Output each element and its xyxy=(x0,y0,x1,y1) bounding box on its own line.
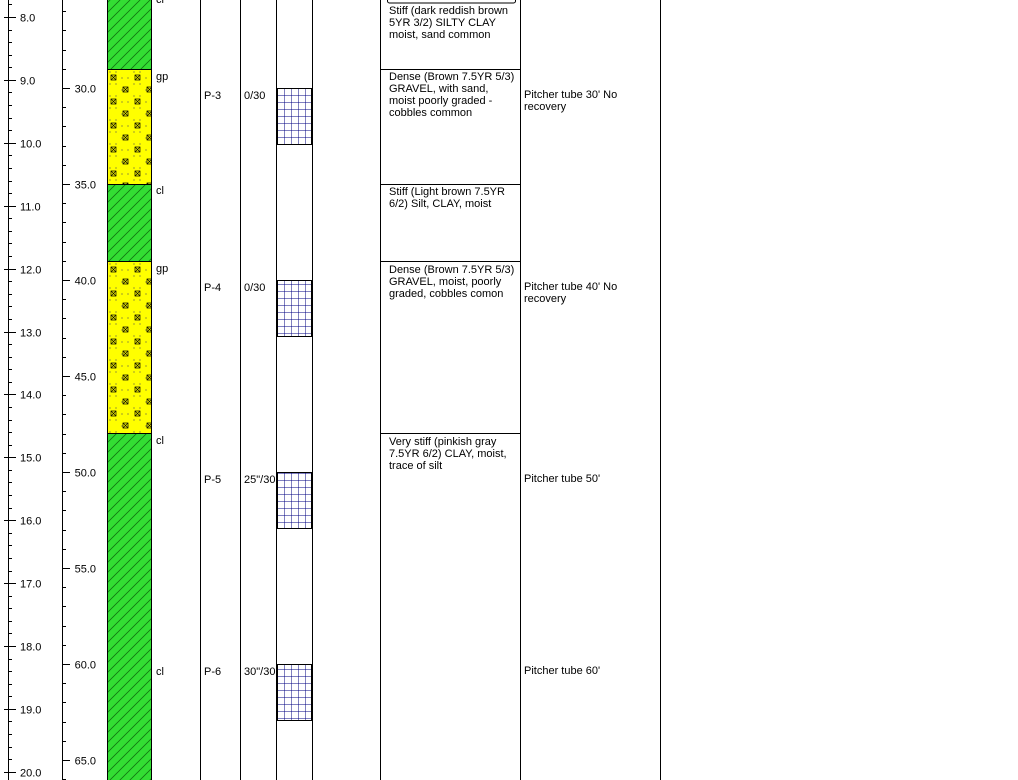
strata-label: cl xyxy=(156,435,164,447)
sample-blows: 25"/30 xyxy=(244,474,275,486)
remark: Pitcher tube 50' xyxy=(524,473,601,485)
depth-ft-label: 60.0 xyxy=(75,660,96,672)
depth-ft-label: 55.0 xyxy=(75,564,96,576)
sample-id: P-5 xyxy=(204,474,221,486)
depth-m-label: 19.0 xyxy=(20,705,41,717)
depth-m-label: 10.0 xyxy=(20,139,41,151)
depth-m-label: 18.0 xyxy=(20,642,41,654)
column-lines xyxy=(8,0,661,780)
sample-blows: 30"/30 xyxy=(244,666,275,678)
depth-ft-label: 40.0 xyxy=(75,276,96,288)
strata-label: cl xyxy=(156,185,164,197)
sample-id: P-3 xyxy=(204,90,221,102)
sample-blows: 0/30 xyxy=(244,90,265,102)
depth-m-label: 17.0 xyxy=(20,579,41,591)
depth-ft-label: 35.0 xyxy=(75,180,96,192)
remark: Pitcher tube 60' xyxy=(524,665,601,677)
depth-m-label: 20.0 xyxy=(20,768,41,780)
strata-label: cl xyxy=(156,0,164,6)
depth-axes: 8.0 9.0 10.0 11.0 12.0 13.0 14.0 15.0 16.0 17.0 18… xyxy=(4,4,96,780)
sample-id: P-4 xyxy=(204,282,221,294)
top-box xyxy=(387,0,516,4)
depth-m-label: 16.0 xyxy=(20,516,41,528)
strata-label: gp xyxy=(156,263,168,275)
remark: Pitcher tube 40' No recovery xyxy=(524,281,618,305)
description: Dense (Brown 7.5YR 5/3) GRAVEL, with san… xyxy=(389,71,515,119)
depth-m-label: 15.0 xyxy=(20,453,41,465)
strata-label: gp xyxy=(156,71,168,83)
description: Stiff (Light brown 7.5YR 6/2) Silt, CLAY… xyxy=(389,186,505,210)
remark: Pitcher tube 30' No recovery xyxy=(524,89,618,113)
depth-m-label: 14.0 xyxy=(20,390,41,402)
sample-boxes xyxy=(277,88,312,721)
sample-blows: 0/30 xyxy=(244,282,265,294)
depth-ft-label: 65.0 xyxy=(75,756,96,768)
depth-ft-label: 50.0 xyxy=(75,468,96,480)
depth-ft-label: 45.0 xyxy=(75,372,96,384)
description: Stiff (dark reddish brown 5YR 3/2) SILTY… xyxy=(389,5,509,41)
depth-m-label: 12.0 xyxy=(20,265,41,277)
depth-m-label: 9.0 xyxy=(20,76,35,88)
sample-id: P-6 xyxy=(204,666,221,678)
description: Dense (Brown 7.5YR 5/3) GRAVEL, moist, p… xyxy=(389,264,515,300)
strata-label: cl xyxy=(156,666,164,678)
strata xyxy=(107,0,152,780)
depth-m-label: 11.0 xyxy=(20,202,41,214)
depth-ft-label: 30.0 xyxy=(75,84,96,96)
depth-m-label: 13.0 xyxy=(20,328,41,340)
depth-m-label: 8.0 xyxy=(20,13,35,25)
description: Very stiff (pinkish gray 7.5YR 6/2) CLAY… xyxy=(389,436,507,472)
